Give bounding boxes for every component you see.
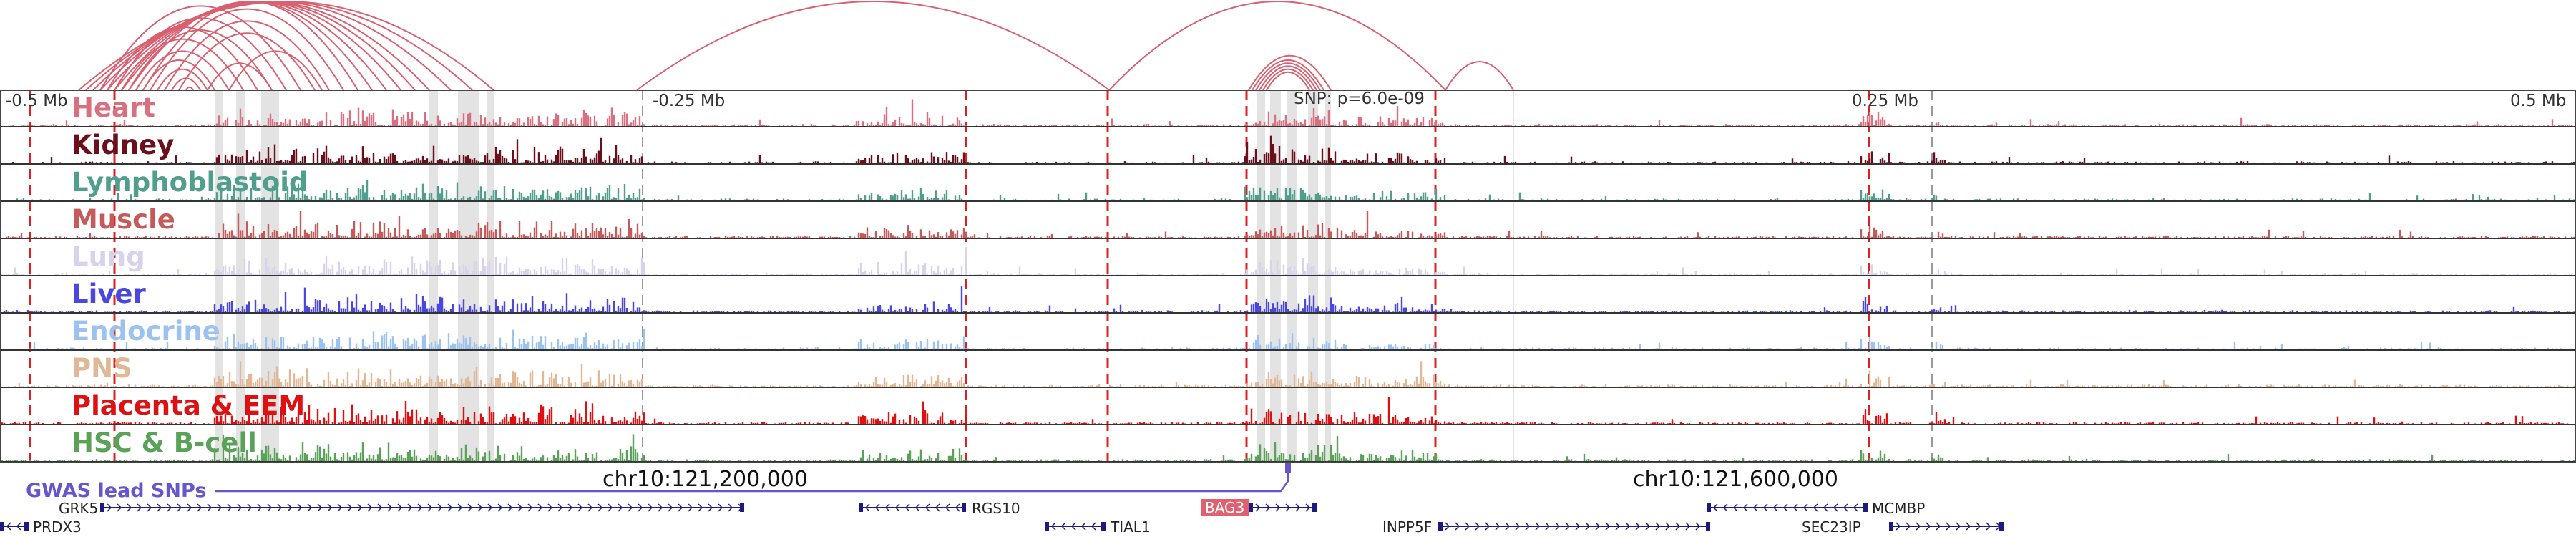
gene-mcmbp-exon <box>1707 503 1711 512</box>
loop-arc <box>114 1 401 90</box>
gene-grk5-arrows <box>107 503 743 512</box>
loop-arc <box>1108 1 1446 90</box>
signal-bars <box>0 135 2575 163</box>
loop-arc <box>1248 54 1332 90</box>
snp-pvalue-label: SNP: p=6.0e-09 <box>1294 90 1425 108</box>
loop-arc <box>207 62 273 90</box>
gene-sec23ip-arrows <box>1896 522 2001 531</box>
axis-tick-label: 0.5 Mb <box>2510 92 2567 110</box>
gene-label-rgs10: RGS10 <box>972 500 1020 517</box>
gene-bag3-exon <box>1312 503 1317 512</box>
loop-arc <box>157 68 208 90</box>
track-label-heart: Heart <box>72 92 155 123</box>
gene-bag3-exon <box>1249 503 1253 512</box>
track-label-hsc-bcell: HSC & B-cell <box>72 427 257 458</box>
gene-grk5-exon <box>100 503 104 512</box>
gene-label-inpp5f: INPP5F <box>1382 518 1433 536</box>
loop-arc <box>135 50 230 90</box>
track-label-pns: PNS <box>72 353 132 384</box>
axis-tick-label: -0.25 Mb <box>653 92 726 110</box>
gene-rgs10-exon <box>859 503 863 512</box>
loop-arc <box>1259 65 1317 90</box>
track-label-kidney: Kidney <box>72 130 175 160</box>
loop-arc <box>1262 68 1314 90</box>
gene-rgs10-exon <box>962 503 966 512</box>
signal-bars <box>0 434 2575 461</box>
signal-bars <box>0 180 2575 200</box>
track-label-placenta: Placenta & EEM <box>72 390 306 421</box>
chromatin-loop-arcs <box>78 1 1514 90</box>
track-label-endocrine: Endocrine <box>72 316 220 347</box>
gene-mcmbp-arrows <box>1712 503 1858 512</box>
gene-inpp5f-exon <box>1438 522 1443 531</box>
axis-tick-label: -0.5 Mb <box>6 92 68 110</box>
loop-arc <box>142 1 358 90</box>
gene-prdx3-exon <box>24 522 29 531</box>
coordinate-label-left: chr10:121,200,000 <box>602 467 808 492</box>
gene-bag3-arrows <box>1255 503 1311 512</box>
gene-annotation-track <box>0 463 2004 531</box>
gene-label-tial1: TIAL1 <box>1111 518 1151 536</box>
gwas-snp-marker <box>1285 463 1291 473</box>
gene-prdx3-arrows <box>6 522 21 531</box>
loop-arc <box>114 17 287 90</box>
signal-bars <box>3 286 2575 312</box>
gene-sec23ip-exon <box>1999 522 2004 531</box>
signal-bars <box>5 328 2575 349</box>
gene-inpp5f-exon <box>1706 522 1710 531</box>
signal-bars <box>0 99 2573 126</box>
loop-arc <box>1255 62 1321 90</box>
loop-arc <box>185 86 194 90</box>
gene-tial1-exon <box>1045 522 1049 531</box>
coordinate-label-right: chr10:121,600,000 <box>1633 467 1838 492</box>
loop-arc <box>99 1 430 90</box>
gene-grk5-exon <box>740 503 744 512</box>
loop-arc <box>228 50 323 90</box>
gene-tial1-arrows <box>1050 522 1096 531</box>
loop-arc <box>636 1 1110 90</box>
gene-label-prdx3: PRDX3 <box>33 518 82 536</box>
signal-bars <box>0 247 2573 275</box>
track-label-muscle: Muscle <box>72 204 175 235</box>
track-label-liver: Liver <box>72 279 146 309</box>
signal-bars <box>0 361 2575 387</box>
gwas-lead-snps-label: GWAS lead SNPs <box>26 480 207 502</box>
track-label-lymphoblastoid: Lymphoblastoid <box>72 167 308 198</box>
axis-tick-label: 0.25 Mb <box>1852 92 1918 110</box>
gene-tial1-exon <box>1101 522 1106 531</box>
signal-bars <box>0 211 2575 238</box>
gene-prdx3-exon <box>0 522 4 531</box>
loop-arc <box>142 59 215 90</box>
track-label-lung: Lung <box>72 241 145 272</box>
gene-label-bag3: BAG3 <box>1201 499 1249 516</box>
tracks-frame <box>0 90 2576 463</box>
loop-arc <box>1266 71 1310 90</box>
gene-mcmbp-exon <box>1863 503 1868 512</box>
loop-arc <box>164 20 330 90</box>
gene-label-mcmbp: MCMBP <box>1872 500 1926 517</box>
loop-arc <box>178 32 316 90</box>
gene-sec23ip-exon <box>1889 522 1893 531</box>
gene-label-grk5: GRK5 <box>59 500 99 517</box>
loop-arc <box>1445 61 1514 90</box>
signal-bars <box>0 397 2569 424</box>
gene-label-sec23ip: SEC23IP <box>1802 518 1861 536</box>
loop-arc <box>171 77 201 90</box>
gene-inpp5f-arrows <box>1445 522 1701 531</box>
loop-arc <box>107 26 258 90</box>
signal-tracks <box>0 90 2576 463</box>
gwas-connector <box>215 471 1289 493</box>
loop-arc <box>1252 59 1324 90</box>
gene-rgs10-arrows <box>864 503 960 512</box>
